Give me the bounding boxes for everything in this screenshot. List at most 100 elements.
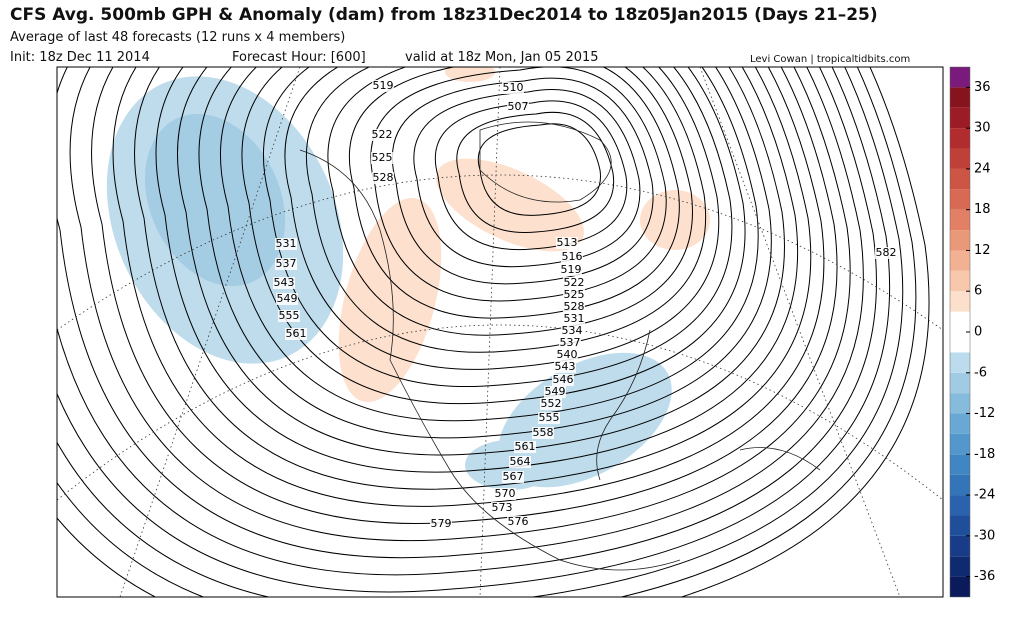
contour-line <box>91 67 838 524</box>
colorbar-cell <box>950 311 970 332</box>
graticule <box>57 67 943 597</box>
contour-line <box>57 67 891 593</box>
colorbar-tick-label: -30 <box>974 528 995 543</box>
colorbar-tick-label: -12 <box>974 406 995 421</box>
colorbar-cell <box>950 291 970 312</box>
contour-line <box>327 67 693 336</box>
contour-label: 555 <box>279 309 300 322</box>
contour-label: 579 <box>431 517 452 530</box>
contour-line <box>134 67 812 490</box>
label-background <box>563 289 585 301</box>
title: CFS Avg. 500mb GPH & Anomaly (dam) from … <box>10 5 878 25</box>
colorbar-cell <box>950 413 970 434</box>
colorbar-cell <box>950 352 970 373</box>
label-background <box>509 456 531 468</box>
label-background <box>561 251 583 263</box>
contour-line <box>262 67 733 387</box>
label-background <box>540 398 562 410</box>
colorbar-cell <box>950 87 970 108</box>
colorbar-cell <box>950 332 970 353</box>
contour-line <box>57 67 930 597</box>
contour-label: 558 <box>533 426 554 439</box>
contour-label: 540 <box>557 348 578 361</box>
contour-line <box>284 67 720 370</box>
label-background <box>563 301 585 313</box>
colorbar-tick-label: 30 <box>974 121 991 136</box>
colorbar-cell <box>950 128 970 149</box>
label-background <box>372 80 394 92</box>
contour-label: 522 <box>564 276 585 289</box>
colorbar-tick-label: 24 <box>974 161 991 176</box>
contour-label: 543 <box>274 276 295 289</box>
label-background <box>371 129 393 141</box>
coastlines <box>299 121 821 571</box>
colorbar-tick-label: 36 <box>974 80 991 95</box>
label-background <box>273 277 295 289</box>
contour-line <box>57 67 917 597</box>
contour-line <box>477 123 601 216</box>
contour-label: 513 <box>557 236 578 249</box>
contour-label: 516 <box>562 250 583 263</box>
contour-line <box>241 67 746 405</box>
label-background <box>514 441 536 453</box>
label-background <box>563 277 585 289</box>
contour-label: 552 <box>541 397 562 410</box>
colorbar-cell <box>950 270 970 292</box>
colorbar-tick-label: -6 <box>974 365 987 380</box>
contour-labels: 519 5105075225255285315375435495555615135… <box>273 79 897 530</box>
contour-line <box>155 67 799 473</box>
contour-line <box>112 67 825 507</box>
contour-line <box>198 67 772 439</box>
label-background <box>552 374 574 386</box>
colorbar-cell <box>950 168 970 190</box>
label-background <box>507 516 529 528</box>
label-background <box>875 247 897 259</box>
contour-line <box>177 67 785 456</box>
contour-label: 546 <box>553 373 574 386</box>
label-background <box>430 518 452 530</box>
colorbar-cell <box>950 474 970 496</box>
contour-label: 519 <box>373 79 394 92</box>
colorbar-tick-label: 12 <box>974 243 991 258</box>
height-contours <box>57 67 930 597</box>
label-background <box>502 471 524 483</box>
anomaly-shading <box>106 67 710 490</box>
label-background <box>532 427 554 439</box>
label-background <box>285 328 307 340</box>
label-background <box>554 361 576 373</box>
contour-line <box>349 67 680 319</box>
contour-label: 537 <box>560 336 581 349</box>
contour-label: 525 <box>372 151 393 164</box>
colorbar-cell <box>950 372 970 394</box>
contour-label: 531 <box>564 312 585 325</box>
contour-label: 570 <box>495 487 516 500</box>
contour-label: 534 <box>562 324 583 337</box>
contour-line <box>69 67 851 542</box>
label-background <box>494 488 516 500</box>
label-background <box>538 412 560 424</box>
label-background <box>507 101 529 113</box>
colorbar-cell <box>950 250 970 271</box>
colorbar-cell <box>950 576 970 597</box>
contour-label: 549 <box>545 385 566 398</box>
colorbar-cell <box>950 535 970 557</box>
label-background <box>563 313 585 325</box>
map-frame <box>56 66 944 598</box>
contour-label: 507 <box>508 100 529 113</box>
label-background <box>556 349 578 361</box>
colorbar-tick-label: -18 <box>974 447 995 462</box>
contour-label: 537 <box>276 257 297 270</box>
contour-label: 564 <box>510 455 531 468</box>
label-background <box>556 237 578 249</box>
colorbar-cell <box>950 189 970 210</box>
colorbar-cell <box>950 454 970 475</box>
colorbar-cell <box>950 148 970 169</box>
contour-label: 525 <box>564 288 585 301</box>
colorbar-tick-label: 18 <box>974 202 991 217</box>
label-background <box>502 82 524 94</box>
contour-line <box>57 67 904 597</box>
label-background <box>491 502 513 514</box>
colorbar-cell <box>950 393 970 414</box>
contour-line <box>57 67 877 576</box>
